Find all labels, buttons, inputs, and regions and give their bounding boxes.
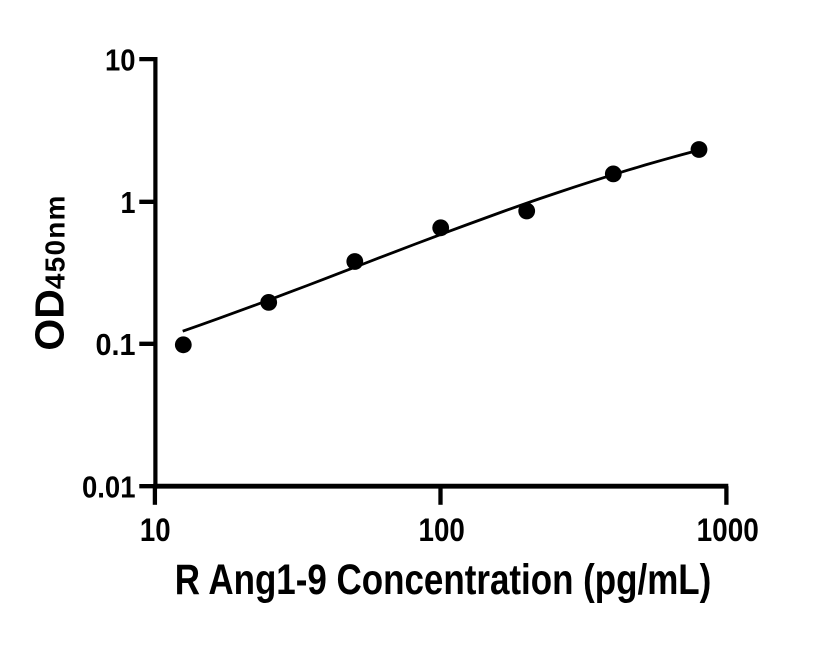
svg-text:OD450nm: OD450nm [26,194,72,350]
svg-text:0.01: 0.01 [82,470,136,505]
svg-text:1: 1 [121,185,136,220]
svg-text:100: 100 [419,512,465,548]
svg-text:10: 10 [105,42,136,77]
svg-text:10: 10 [140,512,171,548]
svg-text:0.1: 0.1 [96,327,136,362]
svg-text:1000: 1000 [697,512,759,548]
svg-text:R Ang1-9 Concentration (pg/mL): R Ang1-9 Concentration (pg/mL) [175,556,712,604]
